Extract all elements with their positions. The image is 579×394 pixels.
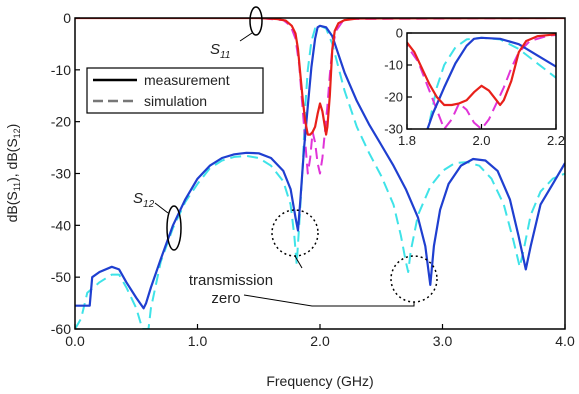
tz-leader-left — [294, 255, 303, 269]
main-y-tick-label: -30 — [51, 166, 71, 182]
transmission-zero-annotation: transmission zero — [189, 209, 438, 307]
tz-label-line2: zero — [211, 290, 240, 307]
inset-background — [407, 33, 556, 129]
main-y-tick-label: -50 — [51, 269, 71, 285]
main-y-tick-label: -20 — [51, 114, 71, 130]
trace-s12-measurement — [75, 24, 565, 310]
legend-label-simulation: simulation — [144, 93, 207, 109]
inset-y-ticks: 0 -10 -20 -30 — [384, 26, 412, 137]
s12-annotation: S12 — [133, 190, 182, 251]
s11-label: S11 — [210, 41, 230, 61]
inset-x-tick-label: 1.8 — [398, 133, 416, 148]
x-axis-label: Frequency (GHz) — [266, 373, 373, 389]
legend-label-measurement: measurement — [144, 72, 230, 88]
s11-leader-line — [239, 32, 253, 42]
s11-marker-ellipse — [249, 6, 263, 36]
inset-x-tick-label: 2.0 — [472, 133, 490, 148]
legend: measurement simulation — [86, 67, 264, 114]
main-y-ticks: 0 -10 -20 -30 -40 -50 -60 — [51, 10, 80, 337]
tz-label-line1: transmission — [189, 272, 273, 289]
s12-marker-ellipse — [166, 205, 182, 251]
inset-y-tick-label: 0 — [396, 26, 403, 41]
legend-box — [86, 67, 264, 114]
main-y-tick-label: 0 — [63, 10, 71, 26]
main-y-tick-label: -60 — [51, 321, 71, 337]
inset-y-tick-label: -20 — [384, 90, 403, 105]
y-axis-label: dB(S11), dB(S12) — [4, 124, 22, 223]
s12-label: S12 — [133, 190, 155, 210]
trace-s11-simulation — [407, 34, 556, 129]
main-x-tick-label: 0.0 — [65, 333, 85, 349]
s12-leader-line — [154, 202, 169, 214]
inset-x-ticks: 1.8 2.0 2.2 — [398, 124, 565, 148]
inset-plot: 1.8 2.0 2.2 0 -10 -20 -30 — [384, 26, 565, 148]
tz-leader-right — [243, 294, 415, 307]
s11-annotation: S11 — [210, 6, 263, 61]
main-x-tick-label: 1.0 — [188, 333, 208, 349]
main-x-tick-label: 2.0 — [310, 333, 330, 349]
main-x-ticks: 0.0 1.0 2.0 3.0 4.0 — [65, 324, 575, 349]
inset-plot-traces — [407, 33, 556, 129]
trace-s12-simulation — [75, 24, 565, 329]
main-x-tick-label: 4.0 — [555, 333, 575, 349]
inset-y-tick-label: -30 — [384, 122, 403, 137]
inset-y-tick-label: -10 — [384, 58, 403, 73]
main-x-tick-label: 3.0 — [433, 333, 453, 349]
trace-s11-measurement — [75, 18, 565, 136]
trace-s12-measurement — [426, 36, 556, 129]
trace-s11-measurement — [407, 33, 556, 107]
main-plot-traces — [75, 18, 565, 329]
main-y-tick-label: -40 — [51, 217, 71, 233]
inset-x-tick-label: 2.2 — [547, 133, 565, 148]
main-y-tick-label: -10 — [51, 62, 71, 78]
